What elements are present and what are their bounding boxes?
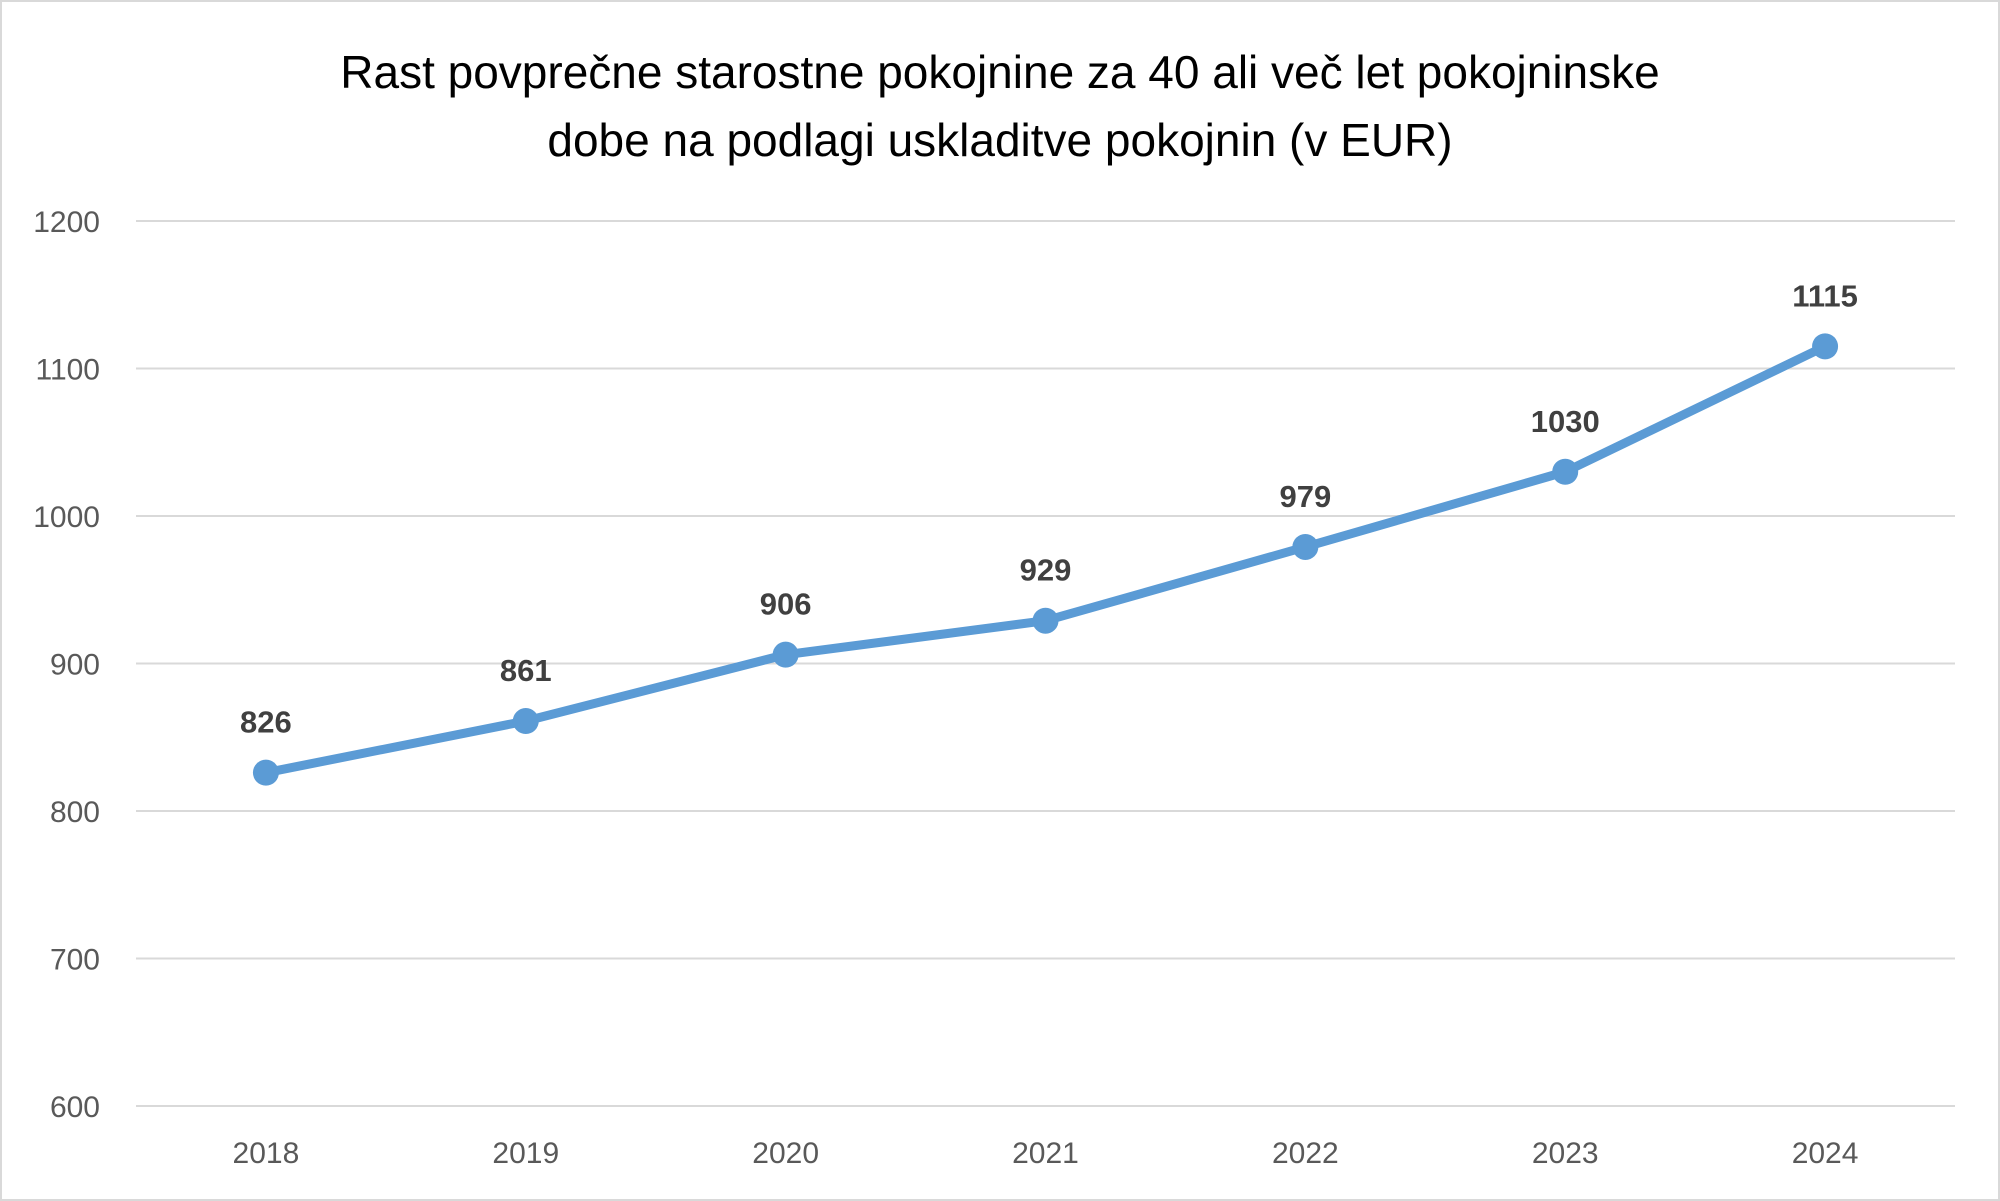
data-label: 1030	[1531, 404, 1600, 439]
y-tick-label: 1000	[33, 501, 100, 534]
gridlines	[136, 220, 1955, 1107]
x-axis-ticks: 2018 2019 2020 2021 2022 2023 2024	[233, 1137, 1859, 1170]
data-point	[1032, 607, 1059, 634]
x-tick-label: 2023	[1532, 1137, 1599, 1170]
data-label: 861	[500, 653, 552, 688]
chart-title: Rast povprečne starostne pokojnine za 40…	[0, 38, 2000, 174]
data-label: 979	[1279, 479, 1331, 514]
data-label: 906	[760, 587, 812, 622]
data-points	[252, 333, 1839, 786]
data-point	[1292, 533, 1319, 560]
x-tick-label: 2018	[233, 1137, 300, 1170]
data-point	[1812, 333, 1839, 360]
data-labels: 826 861 906 929 979 1030 1115	[240, 278, 1858, 739]
y-tick-label: 600	[50, 1091, 100, 1124]
data-point	[772, 641, 799, 668]
chart-title-line-2: dobe na podlagi uskladitve pokojnin (v E…	[547, 114, 1453, 166]
x-tick-label: 2022	[1272, 1137, 1339, 1170]
data-label: 1115	[1792, 278, 1858, 313]
y-tick-label: 800	[50, 796, 100, 829]
y-axis-ticks: 600 700 800 900 1000 1100 1200	[33, 206, 100, 1124]
y-tick-label: 1100	[35, 354, 100, 387]
data-label: 826	[240, 705, 292, 740]
x-tick-label: 2019	[492, 1137, 559, 1170]
y-tick-label: 700	[50, 944, 100, 977]
x-tick-label: 2021	[1012, 1137, 1079, 1170]
y-tick-label: 900	[50, 649, 100, 682]
data-point	[1552, 458, 1579, 485]
data-point	[252, 759, 279, 786]
data-point	[512, 708, 539, 735]
x-tick-label: 2020	[752, 1137, 819, 1170]
y-tick-label: 1200	[33, 206, 100, 239]
chart-title-line-1: Rast povprečne starostne pokojnine za 40…	[340, 46, 1660, 98]
x-tick-label: 2024	[1792, 1137, 1859, 1170]
data-label: 929	[1020, 553, 1072, 588]
